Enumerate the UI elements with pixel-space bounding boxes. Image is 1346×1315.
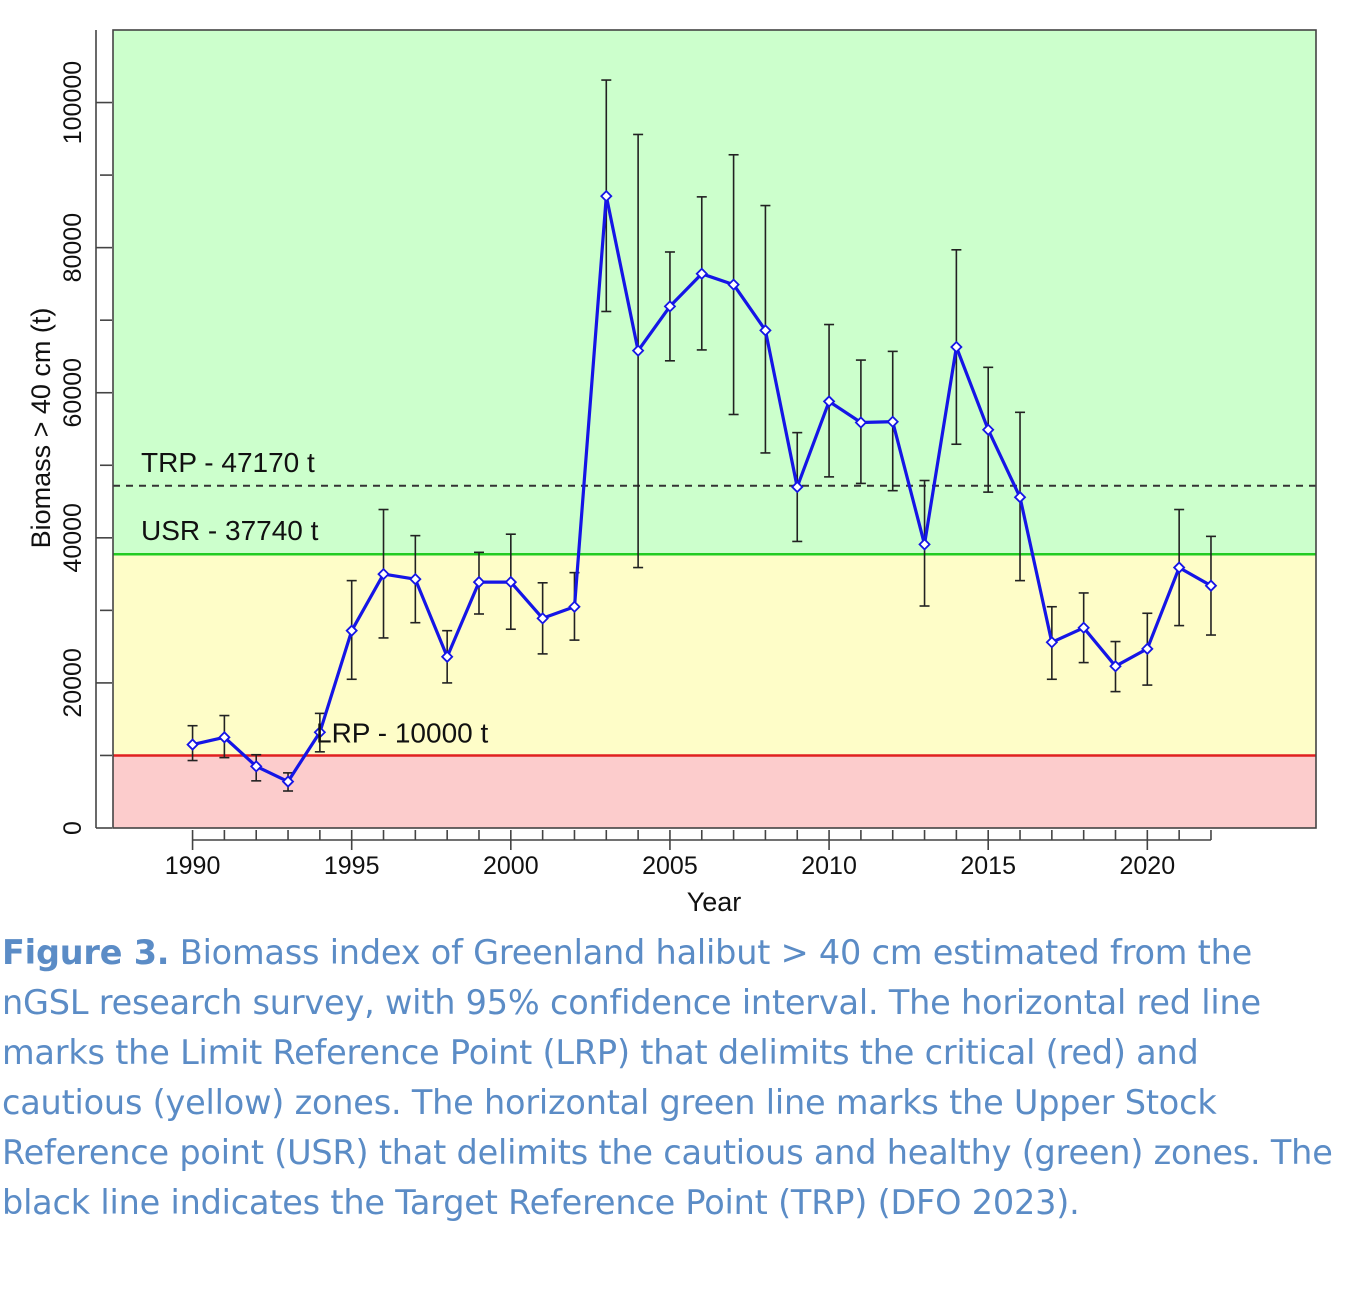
data-point: [854, 416, 868, 429]
x-tick-label: 2000: [483, 852, 539, 880]
data-point: [409, 572, 422, 586]
x-tick-label: 2005: [642, 852, 698, 880]
ref-label-trp: TRP - 47170 t: [141, 447, 315, 478]
data-point: [1172, 561, 1186, 574]
plot-frame: [112, 29, 1317, 829]
x-tick-label: 2010: [801, 852, 857, 880]
data-point: [568, 600, 581, 614]
data-point: [1109, 659, 1122, 673]
zone-critical: [113, 755, 1316, 828]
data-point: [600, 189, 613, 203]
data-point: [504, 575, 518, 589]
data-point: [981, 423, 995, 436]
data-point: [345, 624, 358, 637]
y-tick-label: 60000: [59, 358, 87, 428]
data-point: [822, 395, 836, 408]
x-tick-label: 2015: [960, 852, 1016, 880]
data-point: [631, 344, 645, 357]
axes: 0 20000 40000 60000 80000 100000 1990 1995 2000 2…: [59, 29, 1317, 880]
reference-lines: [113, 484, 1316, 757]
data-point: [1045, 636, 1059, 649]
data-point: [695, 267, 709, 281]
data-point: [440, 650, 454, 664]
y-tick-label: 100000: [59, 61, 87, 144]
data-markers: [186, 189, 1218, 788]
y-tick-label: 40000: [59, 503, 87, 573]
data-point: [727, 278, 740, 291]
x-tick-label: 1995: [324, 852, 380, 880]
data-point: [1141, 642, 1154, 656]
data-point: [1077, 621, 1090, 635]
data-point: [950, 340, 963, 354]
x-axis-title: Year: [687, 887, 742, 917]
y-tick-label: 0: [59, 821, 87, 835]
data-point: [790, 480, 804, 494]
y-tick-label: 20000: [59, 648, 87, 718]
data-point: [663, 300, 677, 313]
ref-label-lrp: LRP - 10000 t: [316, 717, 488, 748]
data-point: [186, 738, 199, 751]
data-point: [281, 775, 295, 788]
caption-lead: Figure 3.: [2, 933, 170, 972]
y-axis-title: Biomass > 40 cm (t): [26, 308, 56, 549]
ref-label-usr: USR - 37740 t: [141, 515, 319, 546]
figure-caption: Figure 3. Biomass index of Greenland hal…: [2, 928, 1342, 1228]
data-point: [249, 760, 263, 773]
data-point: [218, 731, 231, 744]
data-point: [313, 725, 327, 739]
zone-healthy: [113, 30, 1316, 555]
data-point: [536, 612, 549, 625]
y-tick-label: 80000: [59, 213, 87, 283]
data-point: [1204, 579, 1218, 592]
x-tick-label: 1990: [165, 852, 221, 880]
data-point: [918, 538, 931, 551]
caption-text: Biomass index of Greenland halibut > 40 …: [2, 933, 1333, 1222]
reference-labels: TRP - 47170 t USR - 37740 t LRP - 10000 t: [141, 447, 488, 749]
zone-bands: [113, 30, 1316, 828]
data-point: [377, 567, 390, 581]
biomass-chart: 0 20000 40000 60000 80000 100000 1990 1995 2000 2…: [26, 29, 1317, 917]
data-point: [1013, 490, 1027, 504]
x-tick-label: 2020: [1120, 852, 1176, 880]
data-point: [472, 575, 486, 589]
data-point: [759, 324, 772, 337]
data-point: [886, 415, 899, 429]
